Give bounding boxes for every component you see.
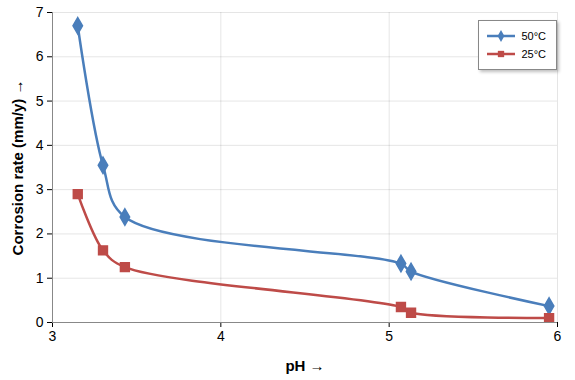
svg-text:Corrosion rate (mm/y) →: Corrosion rate (mm/y) → [9,80,26,256]
html-text:25°C: 25°C [521,48,546,60]
svg-text:1: 1 [36,270,44,286]
svg-text:5: 5 [36,93,44,109]
svg-text:5: 5 [385,328,393,344]
svg-text:7: 7 [36,4,44,20]
svg-text:3: 3 [36,181,44,197]
svg-text:pH →: pH → [285,357,324,374]
svg-text:6: 6 [36,48,44,64]
html-text:50°C: 50°C [521,30,546,42]
svg-text:6: 6 [554,328,562,344]
svg-text:3: 3 [49,328,57,344]
svg-text:0: 0 [36,314,44,330]
svg-text:4: 4 [36,137,44,153]
svg-text:2: 2 [36,225,44,241]
svg-text:4: 4 [217,328,225,344]
